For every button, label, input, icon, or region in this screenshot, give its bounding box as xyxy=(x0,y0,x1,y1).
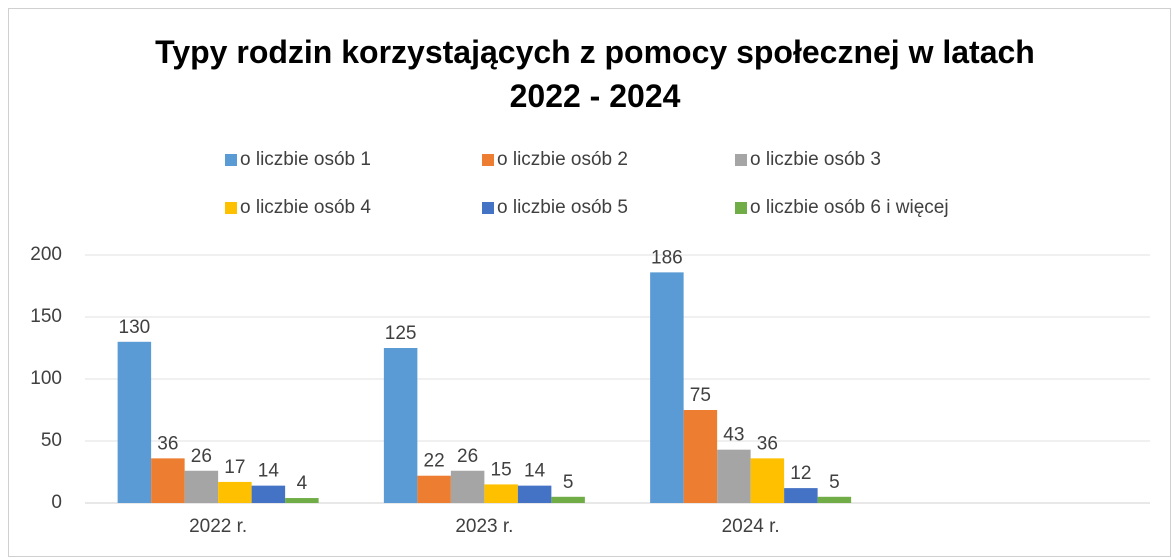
y-tick-label: 150 xyxy=(30,306,62,327)
data-label: 43 xyxy=(723,425,744,446)
data-label: 5 xyxy=(829,472,840,493)
legend-swatch xyxy=(482,154,494,166)
legend-swatch xyxy=(482,202,494,214)
bar xyxy=(450,470,485,503)
data-label: 5 xyxy=(563,472,574,493)
data-label: 15 xyxy=(491,459,512,480)
legend-label: o liczbie osób 2 xyxy=(497,149,628,170)
y-tick-label: 0 xyxy=(51,492,62,513)
legend-label: o liczbie osób 1 xyxy=(240,149,371,170)
bar xyxy=(817,496,852,503)
data-label: 186 xyxy=(651,247,683,268)
legend-label: o liczbie osób 5 xyxy=(497,197,628,218)
chart-title: Typy rodzin korzystających z pomocy społ… xyxy=(155,34,1035,114)
data-label: 4 xyxy=(297,473,308,494)
bar xyxy=(417,475,451,503)
data-label: 26 xyxy=(457,446,478,467)
bar xyxy=(184,470,219,503)
y-tick-label: 200 xyxy=(30,244,62,265)
data-label: 36 xyxy=(757,433,778,454)
legend-swatch xyxy=(225,202,237,214)
bar xyxy=(383,348,418,503)
bar xyxy=(750,458,785,503)
data-label: 14 xyxy=(524,461,546,482)
bar xyxy=(551,496,585,503)
bar xyxy=(484,484,518,503)
bar xyxy=(784,488,818,503)
chart-frame xyxy=(8,8,1171,557)
data-label: 26 xyxy=(191,446,212,467)
data-label: 17 xyxy=(224,457,245,478)
legend-label: o liczbie osób 6 i więcej xyxy=(750,197,949,218)
x-tick-label: 2022 r. xyxy=(189,516,247,537)
y-tick-label: 50 xyxy=(41,430,62,451)
legend-label: o liczbie osób 4 xyxy=(240,197,371,218)
bar xyxy=(650,272,684,503)
legend-swatch xyxy=(225,154,237,166)
data-label: 22 xyxy=(424,451,445,472)
x-tick-label: 2024 r. xyxy=(722,516,780,537)
data-label: 14 xyxy=(258,461,280,482)
bar xyxy=(151,458,185,503)
bar xyxy=(517,485,552,503)
y-tick-label: 100 xyxy=(30,368,62,389)
data-label: 130 xyxy=(119,317,151,338)
data-label: 125 xyxy=(385,323,417,344)
bar xyxy=(218,481,252,503)
legend-swatch xyxy=(735,154,747,166)
bar xyxy=(117,341,152,503)
bar xyxy=(251,485,286,503)
data-label: 36 xyxy=(157,433,178,454)
bar xyxy=(285,498,319,503)
bar xyxy=(683,410,718,503)
data-label: 12 xyxy=(790,463,811,484)
bar xyxy=(717,449,751,503)
data-label: 75 xyxy=(690,385,711,406)
legend-swatch xyxy=(735,202,747,214)
x-tick-label: 2023 r. xyxy=(455,516,513,537)
legend-label: o liczbie osób 3 xyxy=(750,149,881,170)
